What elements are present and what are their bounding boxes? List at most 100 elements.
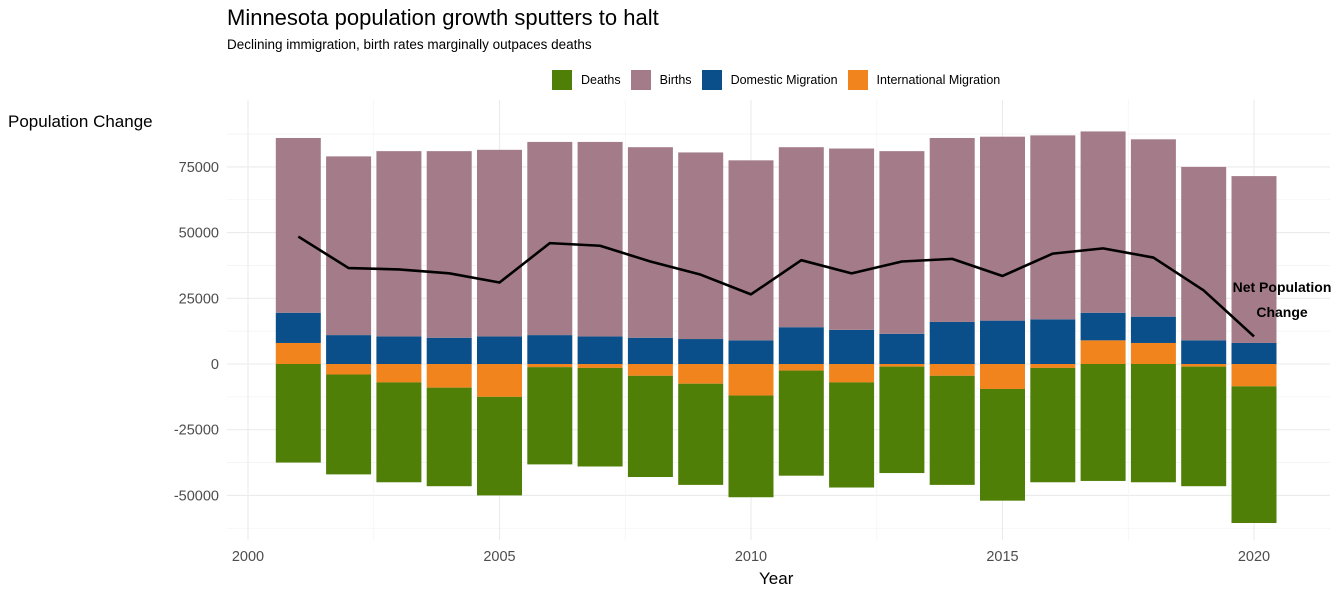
- bar-births: [627, 147, 673, 338]
- bar-domestic-migration: [879, 333, 925, 364]
- bar-domestic-migration: [980, 320, 1025, 364]
- bar-international-migration: [728, 364, 774, 396]
- bar-international-migration: [1181, 364, 1227, 367]
- bar-deaths: [275, 364, 321, 463]
- y-tick-label: 50000: [179, 226, 219, 242]
- legend-item-births: Births: [630, 70, 692, 90]
- bar-international-migration: [879, 364, 925, 367]
- bar-deaths: [980, 388, 1025, 501]
- legend: Deaths Births Domestic Migration Interna…: [552, 68, 1010, 92]
- x-tick-label: 2005: [483, 549, 515, 565]
- bar-deaths: [929, 375, 975, 485]
- bar-deaths: [829, 382, 875, 488]
- bar-deaths: [1130, 364, 1176, 483]
- y-tick-label: 75000: [179, 160, 219, 176]
- chart-title: Minnesota population growth sputters to …: [227, 5, 659, 30]
- bar-international-migration: [678, 364, 724, 384]
- annotation-line-1: Net Population: [1233, 279, 1332, 295]
- bar-international-migration: [778, 364, 824, 371]
- bar-domestic-migration: [778, 327, 824, 364]
- bar-births: [477, 149, 522, 337]
- bar-births: [326, 156, 372, 336]
- bar-domestic-migration: [376, 336, 422, 364]
- bar-deaths: [426, 387, 472, 487]
- bar-deaths: [728, 395, 774, 498]
- bar-births: [929, 137, 975, 322]
- bar-domestic-migration: [527, 335, 573, 364]
- bar-international-migration: [426, 364, 472, 388]
- x-axis-title: Year: [759, 569, 794, 588]
- bar-domestic-migration: [1080, 312, 1126, 341]
- y-axis-ticks: -50000 -25000 0 25000 50000 75000: [174, 160, 219, 505]
- legend-label-births: Births: [659, 73, 692, 87]
- bar-deaths: [577, 367, 623, 467]
- legend-item-deaths: Deaths: [552, 70, 621, 90]
- bar-domestic-migration: [1030, 319, 1076, 364]
- bar-domestic-migration: [678, 339, 724, 364]
- bar-domestic-migration: [326, 335, 372, 364]
- legend-item-domestic-migration: Domestic Migration: [701, 70, 838, 90]
- bar-deaths: [1030, 367, 1076, 483]
- bar-international-migration: [1080, 340, 1126, 364]
- bar-births: [376, 151, 422, 337]
- bar-domestic-migration: [426, 337, 472, 364]
- x-tick-label: 2015: [986, 549, 1018, 565]
- bar-domestic-migration: [477, 336, 522, 364]
- bar-international-migration: [1030, 364, 1076, 368]
- legend-label-international-migration: International Migration: [876, 73, 1001, 87]
- bar-births: [879, 151, 925, 334]
- bar-births: [1030, 135, 1076, 320]
- bar-domestic-migration: [929, 321, 975, 364]
- bar-domestic-migration: [275, 312, 321, 343]
- bar-deaths: [778, 370, 824, 476]
- bar-international-migration: [1231, 364, 1277, 387]
- bar-births: [426, 151, 472, 338]
- bar-deaths: [326, 374, 372, 475]
- y-tick-label: -25000: [174, 423, 219, 439]
- bar-births: [577, 141, 623, 337]
- bar-domestic-migration: [1181, 340, 1227, 364]
- legend-swatch-deaths: [552, 70, 572, 90]
- bar-domestic-migration: [1130, 316, 1176, 343]
- net-population-annotation: Net Population Change: [1233, 279, 1332, 320]
- bar-deaths: [1080, 364, 1126, 481]
- bar-domestic-migration: [1231, 342, 1277, 364]
- legend-label-deaths: Deaths: [581, 73, 621, 87]
- bar-deaths: [1181, 366, 1227, 487]
- bar-domestic-migration: [627, 337, 673, 364]
- bar-international-migration: [1130, 342, 1176, 364]
- bar-domestic-migration: [829, 329, 875, 364]
- bar-births: [275, 137, 321, 313]
- bar-deaths: [527, 367, 573, 465]
- bar-births: [678, 152, 724, 340]
- chart-subtitle: Declining immigration, birth rates margi…: [227, 37, 592, 52]
- bar-deaths: [376, 382, 422, 483]
- bar-international-migration: [929, 364, 975, 376]
- bar-births: [1130, 139, 1176, 317]
- bar-deaths: [627, 375, 673, 478]
- legend-item-international-migration: International Migration: [847, 70, 1001, 90]
- bar-international-migration: [627, 364, 673, 376]
- bar-births: [778, 147, 824, 328]
- bar-births: [728, 160, 774, 341]
- annotation-line-2: Change: [1256, 304, 1308, 320]
- y-tick-label: 25000: [179, 291, 219, 307]
- bar-international-migration: [527, 364, 573, 368]
- net-population-change-line: [297, 235, 1255, 338]
- bar-deaths: [477, 396, 522, 496]
- y-axis-title: Population Change: [8, 112, 153, 131]
- bar-deaths: [879, 366, 925, 474]
- x-tick-label: 2020: [1238, 549, 1270, 565]
- bar-international-migration: [326, 364, 372, 375]
- legend-label-domestic-migration: Domestic Migration: [730, 73, 838, 87]
- bar-international-migration: [275, 342, 321, 364]
- bar-domestic-migration: [728, 340, 774, 364]
- y-tick-label: 0: [211, 357, 219, 373]
- bar-international-migration: [829, 364, 875, 383]
- legend-swatch-domestic-migration: [701, 70, 722, 90]
- bar-deaths: [1231, 386, 1277, 523]
- bar-international-migration: [980, 364, 1025, 389]
- bar-deaths: [678, 383, 724, 485]
- bar-births: [1181, 166, 1227, 341]
- legend-swatch-births: [630, 70, 651, 90]
